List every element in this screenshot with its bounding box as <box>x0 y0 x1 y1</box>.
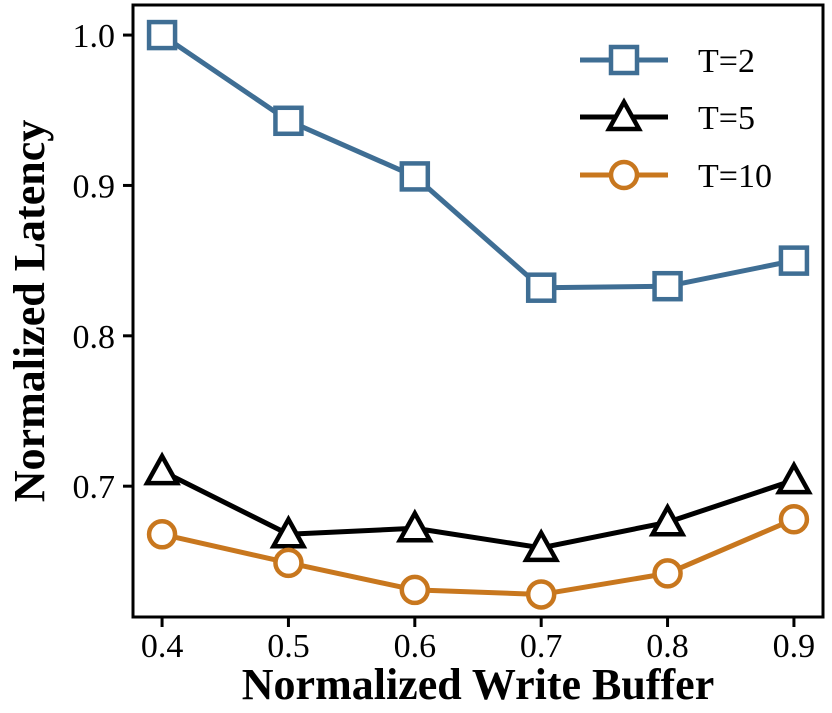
series-layer <box>143 19 813 610</box>
data-point-triangle <box>269 514 308 549</box>
data-point-circle <box>399 574 431 606</box>
y-axis-title: Normalized Latency <box>5 120 54 502</box>
data-point-triangle <box>395 508 434 543</box>
data-point-triangle <box>648 502 687 537</box>
data-point-square <box>652 270 683 302</box>
data-point-triangle <box>522 528 561 563</box>
x-axis-title: Normalized Write Buffer <box>242 660 714 709</box>
data-point-square <box>146 19 178 51</box>
data-point-square <box>399 161 431 192</box>
y-tick-label: 0.8 <box>73 319 116 356</box>
legend-entry: T=10 <box>580 158 772 195</box>
series-line <box>160 33 795 291</box>
data-point-circle <box>652 558 683 589</box>
legend: T=2 T=5 T=10 <box>580 43 772 195</box>
y-axis: 0.7 0.8 0.9 1.0 <box>73 18 133 506</box>
x-tick-label: 0.9 <box>773 628 816 665</box>
data-point-square <box>525 272 557 303</box>
plot-area <box>131 3 825 619</box>
legend-label: T=2 <box>698 43 755 80</box>
x-tick-label: 0.4 <box>141 628 184 665</box>
legend-label: T=10 <box>698 158 772 195</box>
x-tick-label: 0.6 <box>394 628 437 665</box>
series-t-10 <box>146 504 810 610</box>
legend-marker-square <box>608 44 640 76</box>
x-tick-label: 0.8 <box>646 628 689 665</box>
legend-entry: T=5 <box>580 97 755 137</box>
series-line <box>160 468 795 551</box>
legend-label: T=5 <box>698 100 755 137</box>
data-point-circle <box>525 579 557 610</box>
data-point-triangle <box>775 460 813 495</box>
data-point-circle <box>778 504 810 535</box>
x-tick-label: 0.7 <box>520 628 563 665</box>
x-tick-label: 0.5 <box>267 628 310 665</box>
series-t-5 <box>143 451 813 563</box>
data-point-square <box>778 245 810 276</box>
data-point-circle <box>273 547 304 579</box>
legend-marker-circle <box>608 159 640 191</box>
data-point-triangle <box>143 451 181 486</box>
series-t-2 <box>146 19 810 303</box>
data-point-square <box>273 105 304 137</box>
y-tick-label: 1.0 <box>73 18 116 55</box>
y-tick-label: 0.7 <box>73 469 116 506</box>
series-line <box>161 516 795 597</box>
y-tick-label: 0.9 <box>73 168 116 205</box>
x-axis: 0.4 0.5 0.6 0.7 0.8 0.9 <box>141 617 815 665</box>
data-point-circle <box>146 519 178 550</box>
plot-frame <box>131 3 825 619</box>
legend-marker-triangle <box>605 97 643 132</box>
legend-entry: T=2 <box>580 43 755 80</box>
